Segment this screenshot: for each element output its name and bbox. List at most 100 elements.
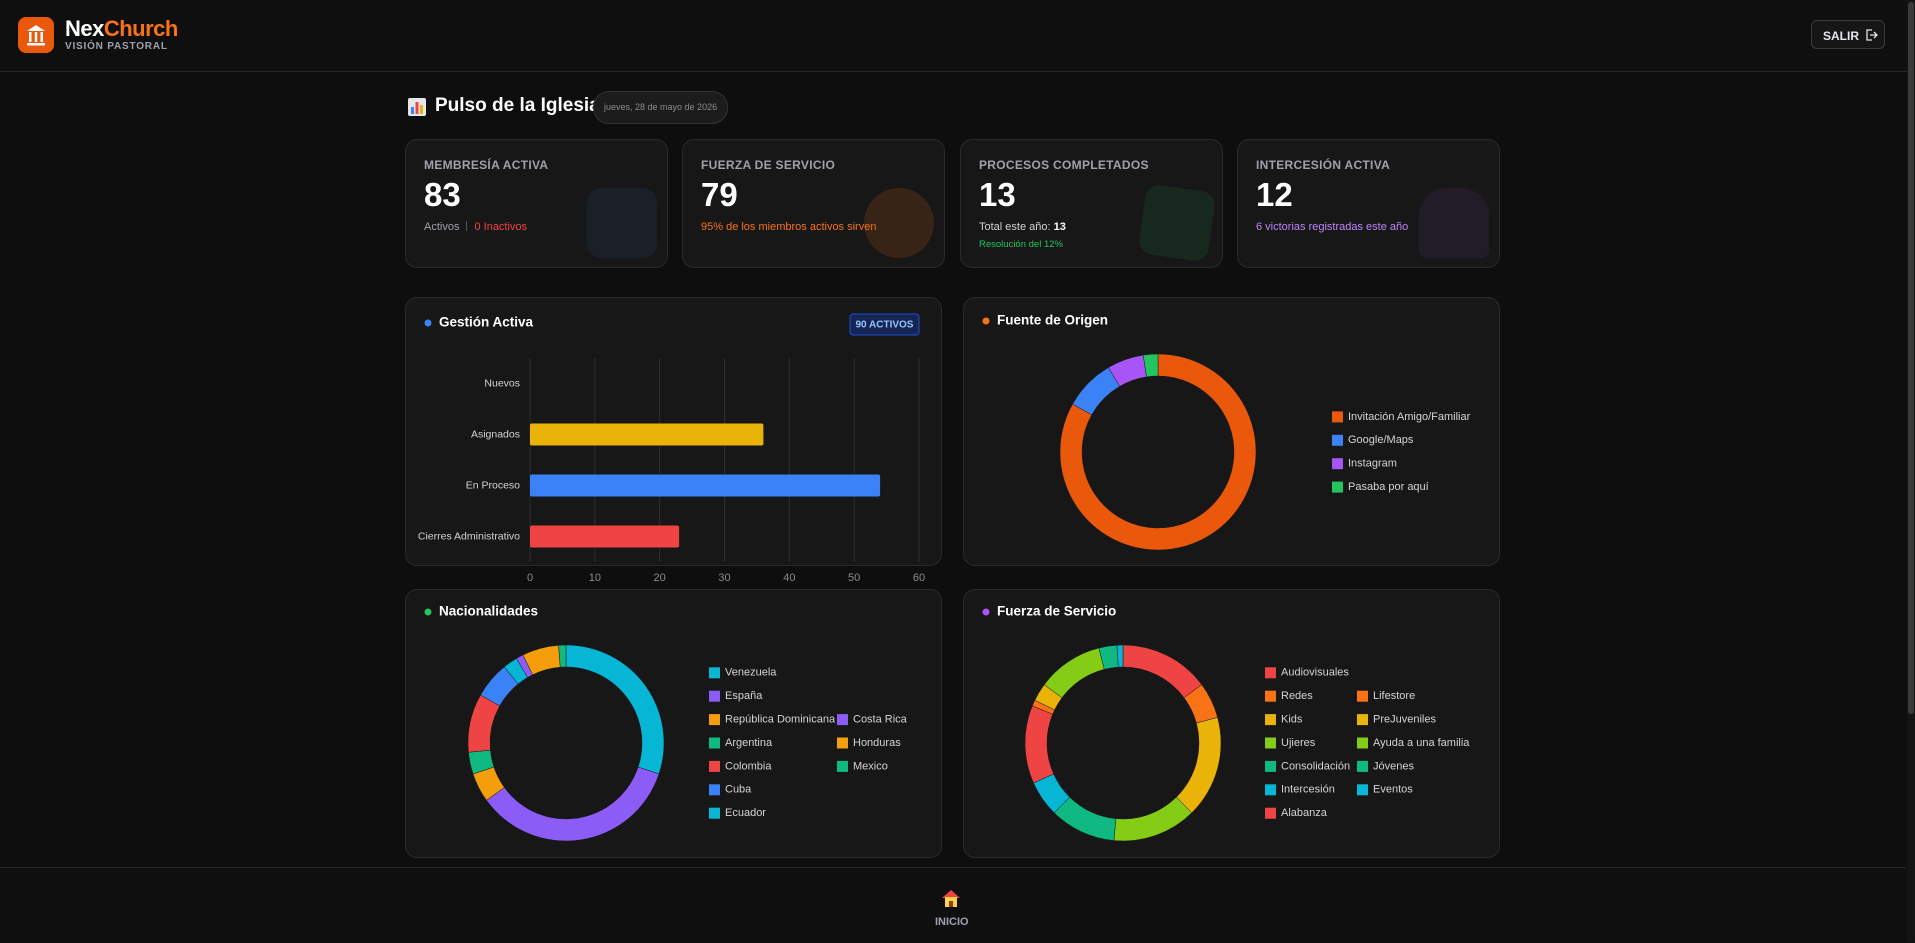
kpi-label: INTERCESIÓN ACTIVA xyxy=(1256,158,1391,172)
legend-label: España xyxy=(725,690,763,702)
kpi-label: FUERZA DE SERVICIO xyxy=(701,158,836,172)
donut-segment xyxy=(1122,644,1203,699)
legend-swatch xyxy=(1357,784,1368,796)
logout-label: SALIR xyxy=(1823,29,1859,43)
chart-card: Fuente de Origen Invitación Amigo/Familia… xyxy=(963,297,1500,566)
x-tick-label: 30 xyxy=(718,572,730,584)
chart-title: Nacionalidades xyxy=(439,604,538,619)
kpi-sub-text: 6 victorias registradas este año xyxy=(1256,221,1409,233)
chart: Fuerza de Servicio Audiovisuales Redes Kids… xyxy=(982,604,1470,842)
legend-label: Ecuador xyxy=(725,807,766,819)
legend-label: Intercesión xyxy=(1281,784,1335,796)
legend-swatch xyxy=(837,714,848,726)
legend-swatch xyxy=(1357,760,1368,772)
chart: Nacionalidades Venezuela España República D… xyxy=(424,604,908,842)
legend-swatch xyxy=(1332,458,1343,470)
legend-swatch xyxy=(1357,714,1368,726)
legend-swatch xyxy=(1357,737,1368,749)
kpi-value: 13 xyxy=(979,176,1016,213)
chart-title: Gestión Activa xyxy=(439,315,534,330)
legend-label: Eventos xyxy=(1373,784,1413,796)
watermark xyxy=(1137,183,1217,263)
legend-swatch xyxy=(709,737,720,749)
legend-label: Ujieres xyxy=(1281,737,1316,749)
bar xyxy=(530,474,881,497)
brand-prefix: Nex xyxy=(65,16,104,41)
header: NexChurch VISIÓN PASTORAL SALIR xyxy=(0,0,1915,72)
legend-swatch xyxy=(1265,737,1276,749)
kpi-sub-value: 13 xyxy=(1053,221,1066,233)
legend-label: Costa Rica xyxy=(853,714,908,726)
legend-label: Consolidación xyxy=(1281,760,1350,772)
brand: NexChurch xyxy=(65,16,178,42)
legend-swatch xyxy=(709,760,720,772)
chart: Gestión Activa 90 ACTIVOS 0 10 20 30 40 50 60 Nue… xyxy=(418,313,925,584)
chart-title: Fuente de Origen xyxy=(997,313,1108,328)
legend-label: Pasaba por aquí xyxy=(1348,481,1429,493)
legend-label: PreJuveniles xyxy=(1373,714,1436,726)
legend-label: Venezuela xyxy=(725,667,777,679)
date-pill: jueves, 28 de mayo de 2026 xyxy=(593,91,729,124)
kpi-card: INTERCESIÓN ACTIVA 12 6 victorias regist… xyxy=(1237,139,1500,268)
watermark xyxy=(587,188,657,258)
watermark xyxy=(864,188,934,258)
title-dot xyxy=(424,319,432,327)
chart-card: Gestión Activa 90 ACTIVOS 0 10 20 30 40 50 60 Nue… xyxy=(405,297,942,584)
chart-card: Nacionalidades Venezuela España República D… xyxy=(405,589,942,858)
legend-swatch xyxy=(709,667,720,679)
bar xyxy=(530,423,764,446)
legend-swatch xyxy=(1265,714,1276,726)
title-dot xyxy=(424,608,432,616)
bar xyxy=(530,525,680,548)
kpi-value: 83 xyxy=(424,176,461,213)
logo-icon xyxy=(27,25,45,46)
donut-segment xyxy=(1142,353,1159,378)
y-tick-label: En Proceso xyxy=(466,479,520,491)
kpi-label: MEMBRESÍA ACTIVA xyxy=(424,158,549,172)
legend-swatch xyxy=(1332,481,1343,493)
chart: Fuente de Origen Invitación Amigo/Familia… xyxy=(982,313,1471,551)
legend-swatch xyxy=(1265,807,1276,819)
legend-swatch xyxy=(1265,760,1276,772)
title-dot xyxy=(982,608,990,616)
home-icon[interactable] xyxy=(940,887,962,909)
kpi-card: PROCESOS COMPLETADOS 13 Total este año: … xyxy=(960,139,1223,268)
donut-segment xyxy=(1116,644,1124,668)
legend-swatch xyxy=(709,714,720,726)
y-tick-label: Cierres Administrativo xyxy=(418,530,520,542)
legend-label: Alabanza xyxy=(1281,807,1328,819)
legend-label: Jóvenes xyxy=(1373,760,1414,772)
x-tick-label: 10 xyxy=(589,572,601,584)
legend-label: Honduras xyxy=(853,737,901,749)
title-dot xyxy=(982,317,990,325)
title-icon xyxy=(408,98,426,116)
scrollbar-thumb[interactable] xyxy=(1908,2,1914,714)
y-tick-label: Nuevos xyxy=(484,377,520,389)
y-tick-label: Asignados xyxy=(471,428,520,440)
donut-segment xyxy=(565,644,665,775)
legend-swatch xyxy=(1332,411,1343,423)
donut-segment xyxy=(558,644,567,668)
divider xyxy=(466,221,468,231)
brand-suffix: Church xyxy=(103,16,179,41)
donut-segment xyxy=(467,694,501,753)
donut-segment xyxy=(1059,353,1257,551)
legend-label: Cuba xyxy=(725,784,752,796)
legend-swatch xyxy=(837,760,848,772)
nav-label[interactable]: INICIO xyxy=(935,916,969,928)
legend-swatch xyxy=(837,737,848,749)
kpi-card: FUERZA DE SERVICIO 79 95% de los miembro… xyxy=(682,139,945,268)
watermark xyxy=(1419,188,1489,258)
kpi-sub-text: Activos xyxy=(424,221,460,233)
logo[interactable] xyxy=(18,17,54,53)
donut-segment xyxy=(1024,705,1054,784)
donut-segment xyxy=(486,766,660,842)
x-tick-label: 20 xyxy=(654,572,666,584)
kpi-sub-text: 0 Inactivos xyxy=(474,221,528,233)
chart-title: Fuerza de Servicio xyxy=(997,604,1116,619)
logout-button[interactable]: SALIR xyxy=(1811,20,1885,49)
legend-label: Invitación Amigo/Familiar xyxy=(1348,411,1471,423)
legend-label: Ayuda a una familia xyxy=(1373,737,1470,749)
donut-segment xyxy=(1175,717,1222,814)
legend-label: Colombia xyxy=(725,760,772,772)
